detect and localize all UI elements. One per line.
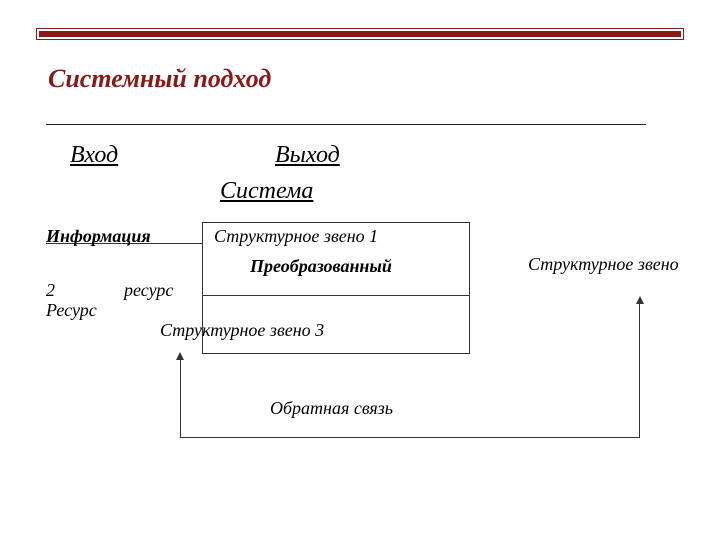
label-link2-resurs: ресурс bbox=[124, 280, 173, 300]
feedback-loop bbox=[180, 300, 640, 438]
label-link2-right: Структурное звено bbox=[528, 254, 679, 275]
label-resource: Ресурс bbox=[46, 300, 97, 321]
heading-input: Вход bbox=[70, 142, 118, 169]
label-link2-num: 2 bbox=[46, 280, 55, 300]
label-link1: Структурное звено 1 bbox=[214, 226, 378, 247]
divider-line bbox=[46, 124, 646, 125]
label-information: Информация bbox=[46, 226, 151, 247]
feedback-arrow-left bbox=[176, 352, 184, 360]
heading-system: Система bbox=[220, 178, 313, 205]
system-box-divider bbox=[203, 295, 469, 296]
label-transformed: Преобразованный bbox=[250, 256, 392, 277]
header-rule bbox=[36, 28, 684, 40]
feedback-line-bottom bbox=[180, 437, 640, 438]
label-link2-text: Структурное звено bbox=[528, 254, 679, 274]
feedback-arrow-right bbox=[636, 296, 644, 304]
label-link2-left: 2 ресурс bbox=[46, 280, 173, 301]
page-title: Системный подход bbox=[48, 64, 271, 94]
feedback-line-right bbox=[639, 300, 640, 438]
heading-output: Выход bbox=[275, 142, 340, 169]
feedback-line-left bbox=[180, 358, 181, 438]
